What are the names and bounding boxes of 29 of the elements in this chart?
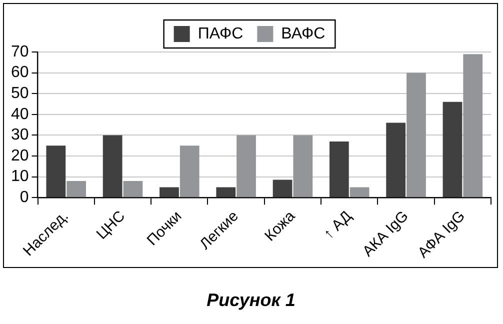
bar [386, 122, 406, 198]
y-tick-label: 60 [11, 64, 29, 82]
bar [236, 135, 256, 198]
y-tick-label: 70 [11, 43, 29, 60]
bar [160, 187, 179, 198]
y-tick-label: 10 [11, 168, 29, 186]
bar [66, 180, 86, 198]
bar [329, 141, 349, 198]
bar [123, 180, 143, 198]
y-tick-label: 30 [11, 126, 29, 144]
y-tick-label: 0 [20, 189, 29, 206]
bar [272, 180, 292, 198]
bar [442, 102, 462, 198]
bar [463, 54, 483, 198]
y-tick-label: 40 [11, 106, 29, 123]
bar [293, 135, 313, 198]
x-tick-label: АКА IgG [359, 208, 412, 260]
bar [406, 72, 426, 198]
bar [46, 146, 66, 198]
y-tick-label: 20 [11, 147, 29, 164]
legend-label: ВАФС [281, 25, 326, 42]
x-tick-label: ↑ АД [320, 208, 356, 243]
bar [180, 146, 200, 198]
bar [350, 187, 370, 198]
legend-label: ПАФС [198, 25, 244, 42]
text: Рисунок 1 [206, 290, 296, 311]
y-tick-label: 50 [11, 85, 29, 102]
bar [216, 187, 236, 198]
bar [102, 135, 122, 198]
